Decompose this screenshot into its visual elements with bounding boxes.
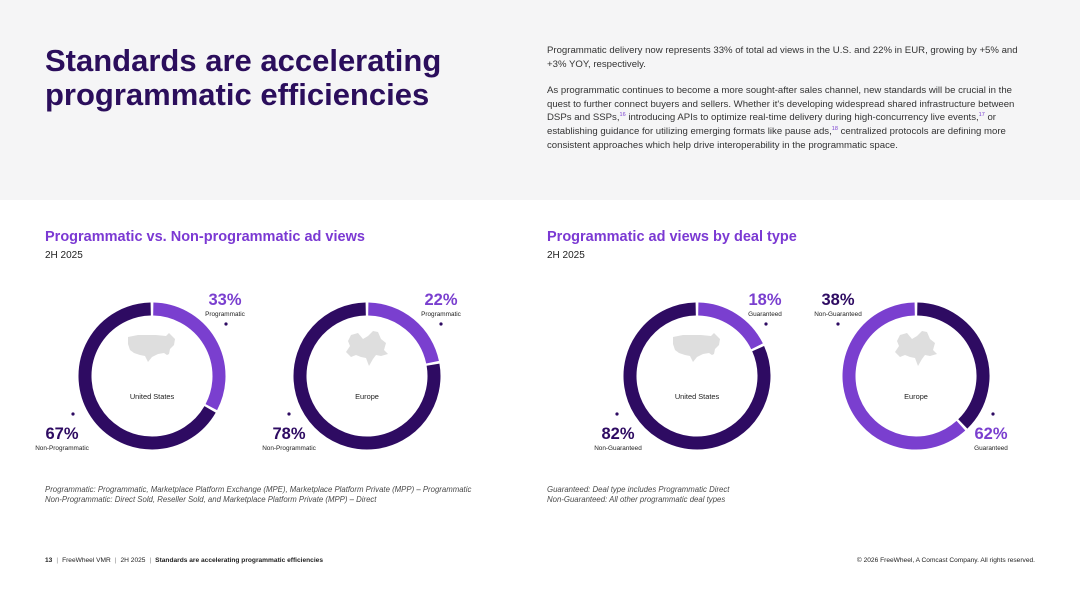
segment-name-label: Non-Programmatic: [262, 445, 316, 452]
footnote-18[interactable]: 18: [831, 125, 838, 132]
leader-dot: [439, 322, 443, 326]
segment-name-label: Programmatic: [421, 311, 462, 318]
right-chart-subtitle: 2H 2025: [547, 250, 585, 261]
leader-dot: [615, 412, 619, 416]
right-chart-note: Guaranteed: Deal type includes Programma…: [547, 485, 1017, 506]
leader-dot: [287, 412, 291, 416]
donut-segment-guaranteed: [697, 302, 763, 350]
left-chart-note: Programmatic: Programmatic, Marketplace …: [45, 485, 515, 506]
leader-dot: [836, 322, 840, 326]
segment-name-label: Non-Guaranteed: [814, 311, 862, 318]
leader-dot: [224, 322, 228, 326]
segment-percent-label: 62%: [974, 425, 1007, 443]
segment-percent-label: 67%: [45, 425, 78, 443]
right-note-line-2: Non-Guaranteed: All other programmatic d…: [547, 495, 726, 505]
europe-map-icon: [895, 331, 937, 366]
region-label: United States: [675, 392, 720, 401]
segment-percent-label: 78%: [272, 425, 305, 443]
leader-dot: [764, 322, 768, 326]
left-chart-title: Programmatic vs. Non-programmatic ad vie…: [45, 229, 365, 245]
segment-percent-label: 38%: [821, 291, 854, 309]
donut-segment-non-programmatic: [293, 302, 441, 450]
region-label: Europe: [355, 392, 379, 401]
segment-name-label: Non-Programmatic: [35, 445, 89, 452]
footnote-17[interactable]: 17: [978, 112, 985, 119]
leader-dot: [991, 412, 995, 416]
donut-chart-2: Europe 22% Programmatic 78% Non-Programmatic: [262, 291, 461, 452]
intro-text-a: As programmatic continues to become a mo…: [547, 85, 1015, 124]
footer-brand: FreeWheel VMR: [62, 557, 111, 564]
segment-name-label: Guaranteed: [748, 311, 782, 318]
region-label: Europe: [904, 392, 928, 401]
footnote-16[interactable]: 16: [619, 112, 626, 119]
page-title: Standards are accelerating programmatic …: [45, 43, 442, 112]
donut-segment-non-guaranteed: [623, 302, 771, 450]
right-chart-title: Programmatic ad views by deal type: [547, 229, 797, 245]
intro-paragraph-1: Programmatic delivery now represents 33%…: [547, 45, 1018, 70]
us-map-icon: [128, 333, 175, 362]
left-note-line-2: Non-Programmatic: Direct Sold, Reseller …: [45, 495, 377, 505]
segment-percent-label: 82%: [601, 425, 634, 443]
intro-text-c: or establishing guidance for utilizing e…: [547, 112, 996, 137]
donut-chart-4: Europe 38% Non-Guaranteed 62% Guaranteed: [814, 291, 1008, 452]
segment-name-label: Guaranteed: [974, 445, 1008, 452]
intro-text-b: introducing APIs to optimize real-time d…: [625, 112, 979, 124]
segment-name-label: Programmatic: [205, 311, 246, 318]
footer: 13 | FreeWheel VMR | 2H 2025 | Standards are a…: [45, 557, 324, 564]
intro-text: Programmatic delivery now represents 33%…: [547, 44, 1037, 165]
region-label: United States: [130, 392, 175, 401]
us-map-icon: [673, 333, 720, 362]
intro-text-d: centralized protocols are defining more …: [547, 125, 1006, 151]
left-note-line-1: Programmatic: Programmatic, Marketplace …: [45, 485, 472, 494]
donut-segment-non-programmatic: [78, 302, 216, 450]
donut-segment-programmatic: [152, 302, 226, 411]
footer-period: 2H 2025: [120, 557, 146, 564]
donut-segment-programmatic: [367, 302, 439, 364]
footer-section: Standards are accelerating programmatic …: [155, 557, 324, 564]
donut-segment-non-guaranteed: [916, 302, 990, 429]
left-chart-subtitle: 2H 2025: [45, 250, 83, 261]
europe-map-icon: [346, 331, 388, 366]
header-band: [0, 0, 1080, 200]
right-note-line-1: Guaranteed: Deal type includes Programma…: [547, 485, 730, 494]
donut-chart-3: United States 18% Guaranteed 82% Non-Guarant…: [594, 291, 782, 452]
page-number: 13: [45, 557, 53, 564]
donut-chart-1: United States 33% Programmatic 67% Non-Progr…: [35, 291, 245, 452]
segment-percent-label: 22%: [424, 291, 457, 309]
footer-copyright: © 2026 FreeWheel, A Comcast Company. All…: [856, 557, 1035, 564]
leader-dot: [71, 412, 75, 416]
donut-segment-guaranteed: [842, 302, 966, 450]
donut-charts: United States 33% Programmatic 67% Non-Progr…: [35, 291, 1008, 452]
segment-percent-label: 33%: [208, 291, 241, 309]
intro-paragraph-2: As programmatic continues to become a mo…: [547, 84, 1037, 152]
segment-name-label: Non-Guaranteed: [594, 445, 642, 452]
segment-percent-label: 18%: [748, 291, 781, 309]
